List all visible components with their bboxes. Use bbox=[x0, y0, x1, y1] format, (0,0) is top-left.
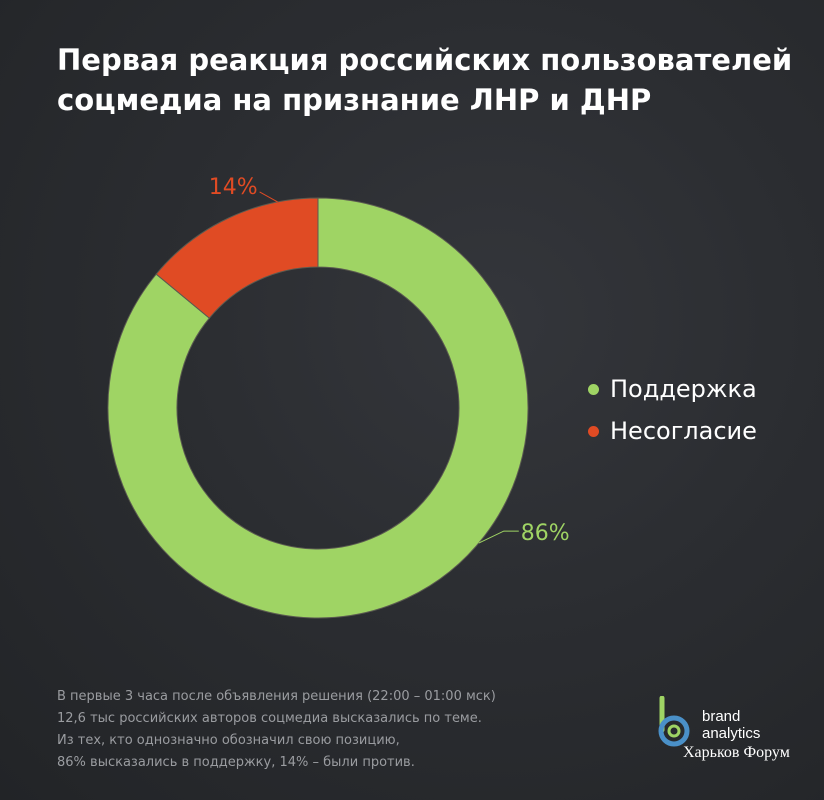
watermark: Харьков Форум bbox=[683, 744, 790, 761]
data-label-support: 86% bbox=[521, 521, 570, 546]
legend-label-disagreement: Несогласие bbox=[610, 417, 757, 445]
donut-labels: 86% 14% bbox=[209, 175, 570, 546]
donut-slice-disagreement bbox=[155, 197, 319, 319]
footnote-line-1: В первые 3 часа после объявления решения… bbox=[57, 689, 496, 704]
title-line-2: соцмедиа на признание ЛНР и ДНР bbox=[57, 83, 652, 117]
brand-analytics-logo: brand analytics bbox=[654, 695, 804, 750]
logo-line-2: analytics bbox=[702, 725, 761, 742]
legend-label-support: Поддержка bbox=[610, 375, 757, 403]
footnote: В первые 3 часа после объявления решения… bbox=[57, 686, 496, 774]
leader-line-support bbox=[478, 530, 519, 544]
footnote-line-2: 12,6 тыс российских авторов соцмедиа выс… bbox=[57, 711, 482, 726]
logo-text: brand analytics bbox=[702, 708, 760, 742]
data-label-disagreement: 14% bbox=[209, 175, 258, 200]
legend-item-disagreement: Несогласие bbox=[588, 410, 757, 452]
chart-legend: Поддержка Несогласие bbox=[588, 368, 757, 452]
footnote-line-3: Из тех, кто однозначно обозначил свою по… bbox=[57, 733, 400, 748]
footnote-line-4: 86% высказались в поддержку, 14% – были … bbox=[57, 755, 415, 770]
legend-dot-support bbox=[588, 383, 599, 395]
chart-title: Первая реакция российских пользователей … bbox=[57, 40, 793, 120]
legend-item-support: Поддержка bbox=[588, 368, 757, 410]
legend-dot-disagreement bbox=[588, 425, 599, 437]
title-line-1: Первая реакция российских пользователей bbox=[57, 43, 793, 77]
donut-slices bbox=[107, 197, 529, 619]
leader-line-disagreement bbox=[259, 191, 278, 203]
donut-slice-support bbox=[107, 197, 529, 619]
logo-b-icon bbox=[658, 695, 690, 747]
logo-line-1: brand bbox=[702, 708, 741, 725]
